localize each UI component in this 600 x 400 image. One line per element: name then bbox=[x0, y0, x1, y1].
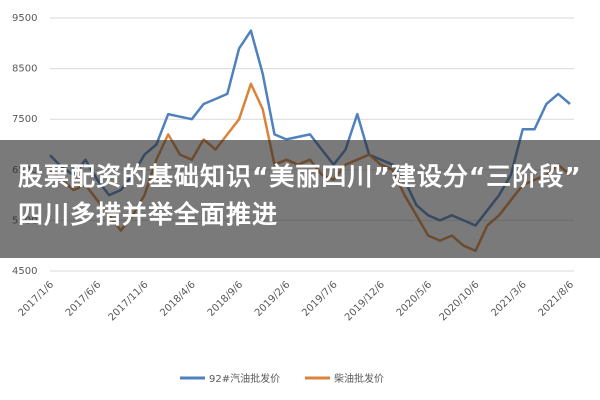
y-tick-label: 4500 bbox=[12, 266, 37, 277]
x-tick-label: 2021/3/6 bbox=[489, 279, 529, 319]
x-tick-label: 2019/2/6 bbox=[253, 279, 293, 319]
x-tick-label: 2017/1/6 bbox=[17, 279, 57, 319]
x-tick-label: 2018/9/6 bbox=[206, 279, 246, 319]
headline-banner: 股票配资的基础知识“美丽四川”建设分“三阶段” 四川多措并举全面推进 bbox=[0, 140, 600, 258]
x-tick-label: 2019/12/6 bbox=[343, 279, 387, 323]
legend-label: 92#汽油批发价 bbox=[209, 372, 280, 385]
x-tick-label: 2017/6/6 bbox=[64, 279, 104, 319]
legend-label: 柴油批发价 bbox=[334, 372, 384, 385]
x-tick-label: 2018/4/6 bbox=[158, 279, 198, 319]
x-tick-label: 2021/8/6 bbox=[537, 279, 577, 319]
x-tick-label: 2017/11/6 bbox=[107, 279, 151, 323]
y-tick-label: 9500 bbox=[12, 13, 37, 24]
x-tick-label: 2019/7/6 bbox=[300, 279, 340, 319]
y-tick-label: 8500 bbox=[12, 64, 37, 75]
x-tick-label: 2020/5/6 bbox=[395, 279, 435, 319]
y-tick-label: 7500 bbox=[12, 114, 37, 125]
x-tick-label: 2020/10/6 bbox=[438, 279, 482, 323]
